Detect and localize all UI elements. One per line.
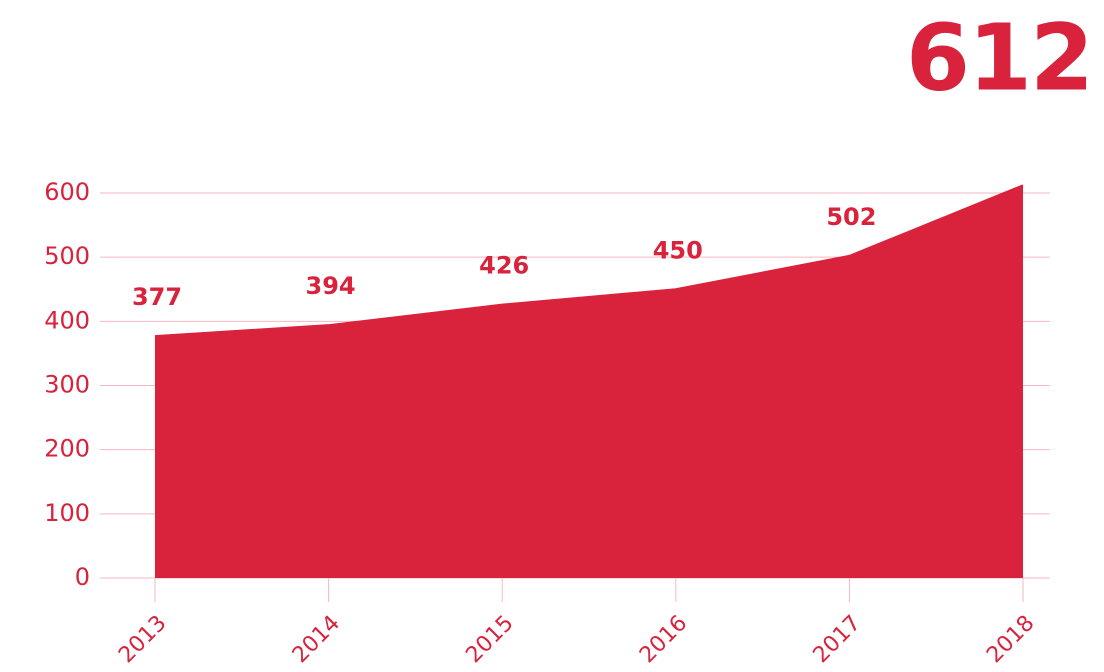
x-tick-label: 2016 [635, 611, 692, 668]
area-line [154, 184, 1024, 338]
value-label: 377 [132, 283, 182, 311]
y-tick-label: 400 [44, 306, 90, 334]
x-tick-label: 2015 [461, 611, 518, 668]
headline-value: 612 [906, 4, 1092, 111]
x-tick-label: 2013 [114, 611, 171, 668]
x-tick-label: 2018 [982, 611, 1039, 668]
y-tick-label: 300 [44, 371, 90, 399]
value-label: 502 [826, 203, 876, 231]
x-tick-label: 2014 [288, 611, 345, 668]
value-label: 450 [653, 236, 703, 264]
y-tick-label: 100 [44, 499, 90, 527]
x-tick-label: 2017 [809, 611, 866, 668]
y-tick-label: 500 [44, 242, 90, 270]
area-fill [155, 185, 1023, 579]
value-label: 426 [479, 252, 529, 280]
y-tick-label: 0 [75, 563, 90, 591]
y-tick-label: 200 [44, 435, 90, 463]
value-label: 394 [306, 272, 356, 300]
y-tick-label: 600 [44, 178, 90, 206]
